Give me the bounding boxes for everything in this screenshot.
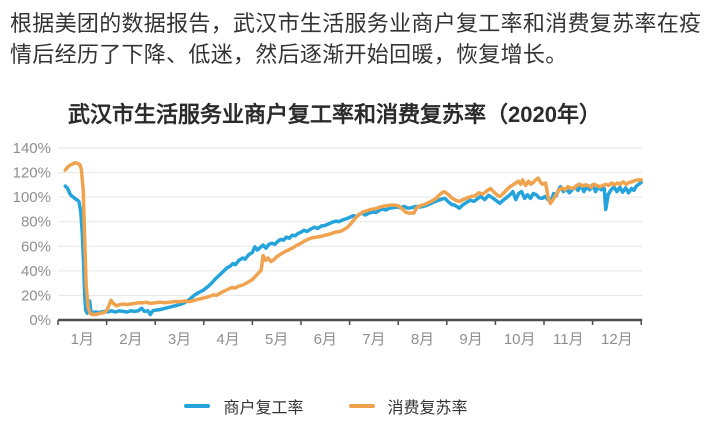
svg-text:8月: 8月 xyxy=(411,331,434,348)
chart-legend: 商户复工率 消费复苏率 xyxy=(0,394,652,418)
svg-text:1月: 1月 xyxy=(71,331,94,348)
svg-text:10月: 10月 xyxy=(504,331,536,348)
svg-text:0%: 0% xyxy=(29,312,51,329)
svg-text:12月: 12月 xyxy=(601,331,633,348)
chart-block: 武汉市生活服务业商户复工率和消费复苏率（2020年） 0% 20% 40% 60% 80… xyxy=(0,100,722,418)
legend-item-consumption-recovery-rate: 消费复苏率 xyxy=(348,394,468,418)
svg-text:140%: 140% xyxy=(13,140,51,157)
svg-text:6月: 6月 xyxy=(314,331,337,348)
svg-text:120%: 120% xyxy=(13,165,51,182)
legend-label-merchant-reopen-rate: 商户复工率 xyxy=(223,400,304,417)
svg-text:5月: 5月 xyxy=(265,331,288,348)
report-paragraph: 根据美团的数据报告，武汉市生活服务业商户复工率和消费复苏率在疫情后经历了下降、低… xyxy=(10,11,702,67)
svg-text:11月: 11月 xyxy=(553,331,584,348)
line-chart: 0% 20% 40% 60% 80% 100% 120% 140% 1月 2月 3月 4月 5月 6月 7月… xyxy=(13,140,643,348)
svg-text:40%: 40% xyxy=(21,263,51,280)
legend-line-swatch-blue xyxy=(184,404,211,408)
legend-item-merchant-reopen-rate: 商户复工率 xyxy=(184,394,304,418)
svg-text:3月: 3月 xyxy=(168,331,191,348)
svg-text:20%: 20% xyxy=(21,287,51,304)
svg-text:9月: 9月 xyxy=(459,331,482,348)
legend-label-consumption-recovery-rate: 消费复苏率 xyxy=(387,400,468,417)
svg-text:100%: 100% xyxy=(13,189,51,206)
svg-text:60%: 60% xyxy=(21,238,51,255)
svg-text:2月: 2月 xyxy=(119,331,142,348)
chart-title: 武汉市生活服务业商户复工率和消费复苏率（2020年） xyxy=(68,102,601,127)
svg-text:4月: 4月 xyxy=(216,331,239,348)
legend-line-swatch-orange xyxy=(348,404,375,408)
svg-text:80%: 80% xyxy=(21,214,51,231)
svg-text:7月: 7月 xyxy=(362,331,385,348)
